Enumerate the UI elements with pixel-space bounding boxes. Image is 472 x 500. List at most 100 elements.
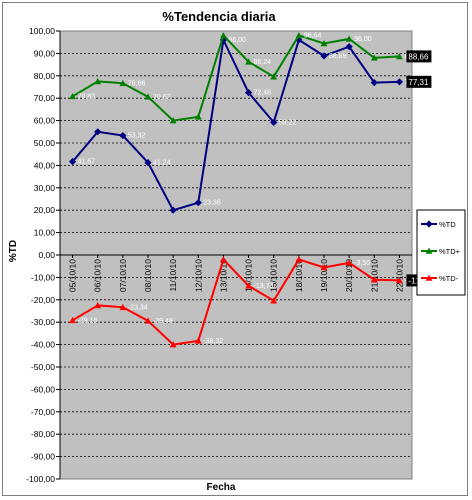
data-point	[295, 36, 303, 44]
x-tick-label: 14/10/10	[244, 259, 254, 292]
legend-marker	[425, 274, 433, 281]
legend-entry: %TD	[439, 220, 456, 229]
data-point	[396, 277, 403, 284]
data-point	[295, 256, 303, 263]
data-point	[370, 79, 378, 87]
data-label: -3,50	[354, 260, 370, 267]
data-label: 86,24	[254, 59, 272, 66]
data-label: -29,48	[153, 318, 173, 325]
y-tick-label: 40,00	[34, 160, 56, 170]
end-value-box	[406, 75, 432, 88]
data-point	[169, 117, 177, 124]
legend-entry: %TD+	[439, 247, 461, 256]
y-tick-label: -60,00	[31, 384, 55, 394]
data-point	[245, 58, 252, 65]
data-point	[220, 256, 227, 263]
y-tick-label: 100,00	[29, 26, 55, 36]
data-point	[396, 53, 403, 60]
x-tick-label: 22/10/10	[394, 259, 404, 292]
data-point	[68, 158, 77, 166]
y-tick-label: 30,00	[34, 183, 56, 193]
y-tick-label: 50,00	[34, 138, 56, 148]
x-tick-label: 12/10/10	[193, 259, 203, 292]
y-tick-label: 80,00	[34, 71, 56, 81]
x-tick-label: 20/10/10	[344, 259, 354, 292]
data-point	[169, 206, 177, 214]
data-label: -38,32	[203, 338, 223, 345]
data-label: 96,00	[228, 37, 246, 44]
y-tick-label: 70,00	[34, 93, 56, 103]
series-line	[72, 33, 400, 122]
data-point	[370, 276, 378, 283]
data-point	[345, 35, 353, 42]
end-value-label: 77,31	[408, 78, 429, 87]
data-point	[345, 43, 353, 51]
data-point	[169, 341, 177, 348]
data-point	[320, 40, 328, 47]
data-point	[194, 113, 202, 120]
data-point	[144, 159, 152, 167]
data-label: 70,83	[78, 93, 96, 100]
data-label: 23,36	[203, 200, 221, 207]
legend-marker	[425, 247, 433, 254]
data-point	[144, 317, 152, 324]
data-point	[395, 78, 404, 86]
end-value-box	[406, 50, 432, 63]
y-tick-label: -100,00	[26, 474, 55, 484]
x-tick-label: 11/10/10	[168, 259, 178, 292]
y-tick-label: 0,00	[38, 250, 55, 260]
line-chart: %Tendencia diaria %TD Fecha -100,00 -90,0…	[8, 9, 466, 493]
data-label: 59,22	[279, 119, 297, 126]
data-point	[119, 79, 127, 87]
data-point	[119, 131, 127, 140]
y-tick-label: 90,00	[34, 48, 56, 58]
data-point	[345, 259, 353, 266]
y-tick-label: -70,00	[31, 407, 55, 417]
y-tick-label: 10,00	[34, 228, 56, 238]
data-point	[245, 282, 252, 289]
data-point	[244, 89, 253, 97]
data-label: 96,64	[304, 32, 322, 39]
y-tick-label: -90,00	[31, 452, 55, 462]
x-tick-label: 07/10/10	[118, 259, 128, 292]
data-point	[320, 52, 328, 60]
data-point	[69, 92, 76, 100]
series-line	[72, 257, 400, 346]
data-label: -13,76	[254, 283, 274, 290]
x-axis-title: Fecha	[207, 482, 236, 493]
data-point	[194, 337, 202, 344]
y-tick-label: -10,00	[31, 272, 55, 282]
chart-frame: %Tendencia diaria %TD Fecha -100,00 -90,0…	[2, 2, 468, 496]
y-tick-label: -40,00	[31, 340, 55, 350]
y-tick-label: -30,00	[31, 317, 55, 327]
data-point	[94, 302, 102, 309]
x-tick-label: 18/10/10	[294, 259, 304, 292]
data-point	[270, 118, 278, 126]
x-tick-label: 06/10/10	[93, 259, 103, 292]
data-point	[295, 32, 303, 39]
x-tick-label: 05/10/10	[68, 259, 78, 292]
data-label: -23,34	[128, 304, 148, 311]
x-tick-label: 15/10/10	[269, 259, 279, 292]
y-tick-label: 20,00	[34, 205, 56, 215]
data-label: 72,48	[254, 90, 272, 97]
data-point	[119, 303, 127, 311]
data-point	[220, 32, 227, 39]
data-point	[370, 54, 378, 61]
data-point	[270, 297, 278, 304]
x-tick-label: 19/10/10	[319, 259, 329, 292]
y-tick-label: -20,00	[31, 295, 55, 305]
data-label: 96,00	[354, 36, 372, 43]
y-tick-label: 60,00	[34, 116, 56, 126]
data-label: 76,66	[128, 80, 146, 87]
data-label: 41,67	[78, 159, 96, 166]
y-tick-label: -50,00	[31, 362, 55, 372]
data-point	[69, 316, 76, 324]
data-label: 53,32	[128, 133, 146, 140]
x-tick-label: 08/10/10	[143, 259, 153, 292]
series-line	[71, 36, 400, 212]
data-point	[144, 93, 152, 100]
data-label: 70,62	[153, 94, 171, 101]
chart-title: %Tendencia diaria	[162, 9, 276, 24]
data-point	[320, 264, 328, 271]
